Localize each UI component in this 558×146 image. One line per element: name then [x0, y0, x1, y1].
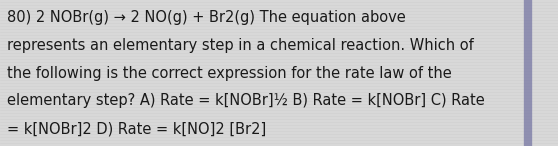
Text: the following is the correct expression for the rate law of the: the following is the correct expression … [7, 66, 451, 81]
Text: elementary step? A) Rate = k[NOBr]½ B) Rate = k[NOBr] C) Rate: elementary step? A) Rate = k[NOBr]½ B) R… [7, 93, 484, 108]
Text: 80) 2 NOBr(g) → 2 NO(g) + Br2(g) The equation above: 80) 2 NOBr(g) → 2 NO(g) + Br2(g) The equ… [7, 10, 406, 25]
Text: = k[NOBr]2 D) Rate = k[NO]2 [Br2]: = k[NOBr]2 D) Rate = k[NO]2 [Br2] [7, 121, 266, 136]
Text: represents an elementary step in a chemical reaction. Which of: represents an elementary step in a chemi… [7, 38, 473, 53]
